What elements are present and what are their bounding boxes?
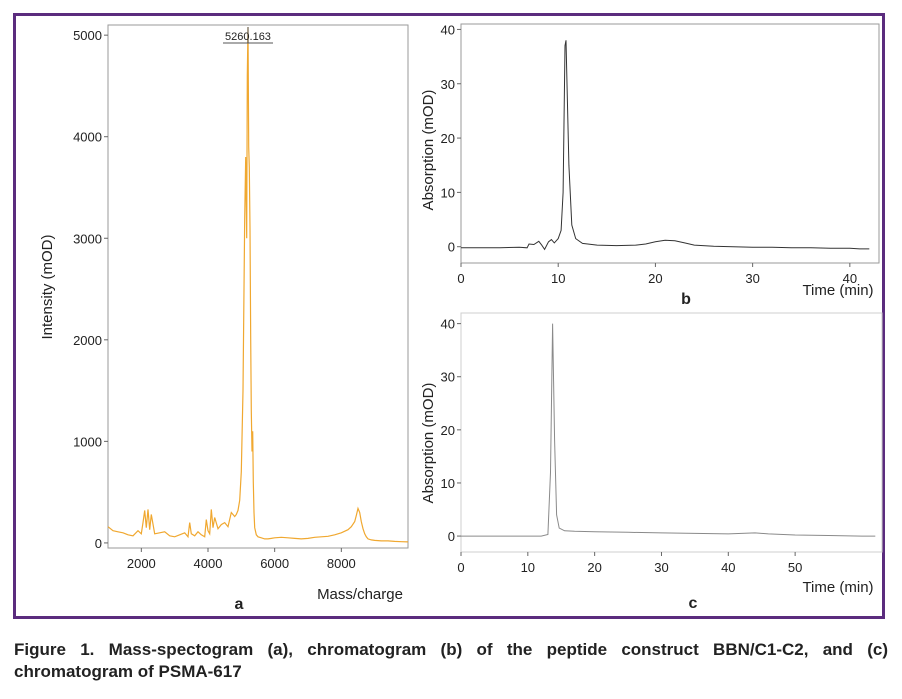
figure-frame	[13, 13, 885, 619]
panel-b-x-tick-label: 40	[843, 271, 857, 286]
panel-c-chromatogram: 0 10 20 30 40 0 10 20 30 40 50 Absorption (mOD) T…	[420, 312, 883, 612]
panel-a-x-axis-label: Mass/charge	[317, 586, 403, 603]
panel-b-x-tick-label: 10	[551, 271, 565, 286]
panel-a-x-tick-label: 2000	[127, 556, 156, 571]
panel-a-plot-frame	[107, 24, 409, 549]
panel-b-y-tick-label: 40	[441, 22, 455, 37]
panel-a-x-tick-label: 6000	[260, 556, 289, 571]
panel-c-y-tick-label: 10	[441, 476, 455, 491]
panel-b-y-tick-label: 10	[441, 185, 455, 200]
panel-b-x-tick-label: 0	[457, 271, 464, 286]
panel-b-y-tick-label: 20	[441, 131, 455, 146]
panel-a-y-tick-label: 2000	[73, 333, 102, 348]
panel-a-letter: a	[235, 596, 244, 613]
panel-b-letter: b	[681, 291, 691, 308]
panel-a-x-tick-label: 8000	[327, 556, 356, 571]
figure-caption: Figure 1. Mass-spectogram (a), chromatog…	[14, 640, 888, 681]
panel-b-chromatogram: 0 10 20 30 40 0 10 20 30 40 Absorption (mOD) Tim…	[420, 22, 880, 308]
panel-a-y-tick-label: 0	[95, 536, 102, 551]
panel-a-y-tick-label: 4000	[73, 130, 102, 145]
panel-c-y-tick-label: 0	[448, 529, 455, 544]
panel-c-letter: c	[689, 595, 698, 612]
panel-a-x-tick-label: 4000	[194, 556, 223, 571]
panel-c-chromatogram-line	[461, 323, 876, 537]
panel-c-y-tick-label: 40	[441, 317, 455, 332]
panel-c-plot-frame	[460, 312, 883, 553]
panel-b-y-axis-label: Absorption (mOD)	[420, 90, 437, 211]
panel-c-x-tick-label: 30	[654, 560, 668, 575]
panel-a-y-axis-label: Intensity (mOD)	[39, 234, 56, 339]
panel-c-x-tick-label: 10	[521, 560, 535, 575]
panel-a-y-tick-label: 5000	[73, 28, 102, 43]
panel-b-x-tick-label: 20	[648, 271, 662, 286]
panel-b-y-tick-label: 30	[441, 77, 455, 92]
panel-a-spectrum-line	[107, 26, 409, 543]
panel-a-peak-label: 5260.163	[225, 31, 271, 43]
panel-c-y-axis-label: Absorption (mOD)	[420, 383, 437, 504]
panel-a-y-tick-label: 3000	[73, 231, 102, 246]
panel-c-x-tick-label: 50	[788, 560, 802, 575]
panel-c-y-tick-label: 20	[441, 423, 455, 438]
panel-c-x-axis-label: Time (min)	[802, 579, 873, 596]
panel-b-y-tick-label: 0	[448, 240, 455, 255]
panel-c-y-tick-label: 30	[441, 370, 455, 385]
panel-b-x-tick-label: 30	[745, 271, 759, 286]
panel-c-x-tick-label: 0	[457, 560, 464, 575]
panel-c-x-tick-label: 20	[587, 560, 601, 575]
panel-b-plot-frame	[460, 23, 880, 264]
panel-a-mass-spectrogram: 0 1000 2000 3000 4000 5000 2000 4000 6000 8000 5…	[39, 24, 409, 613]
panel-a-y-tick-label: 1000	[73, 434, 102, 449]
panel-b-chromatogram-line	[461, 40, 870, 251]
panel-b-x-axis-label: Time (min)	[802, 282, 873, 299]
panel-c-x-tick-label: 40	[721, 560, 735, 575]
